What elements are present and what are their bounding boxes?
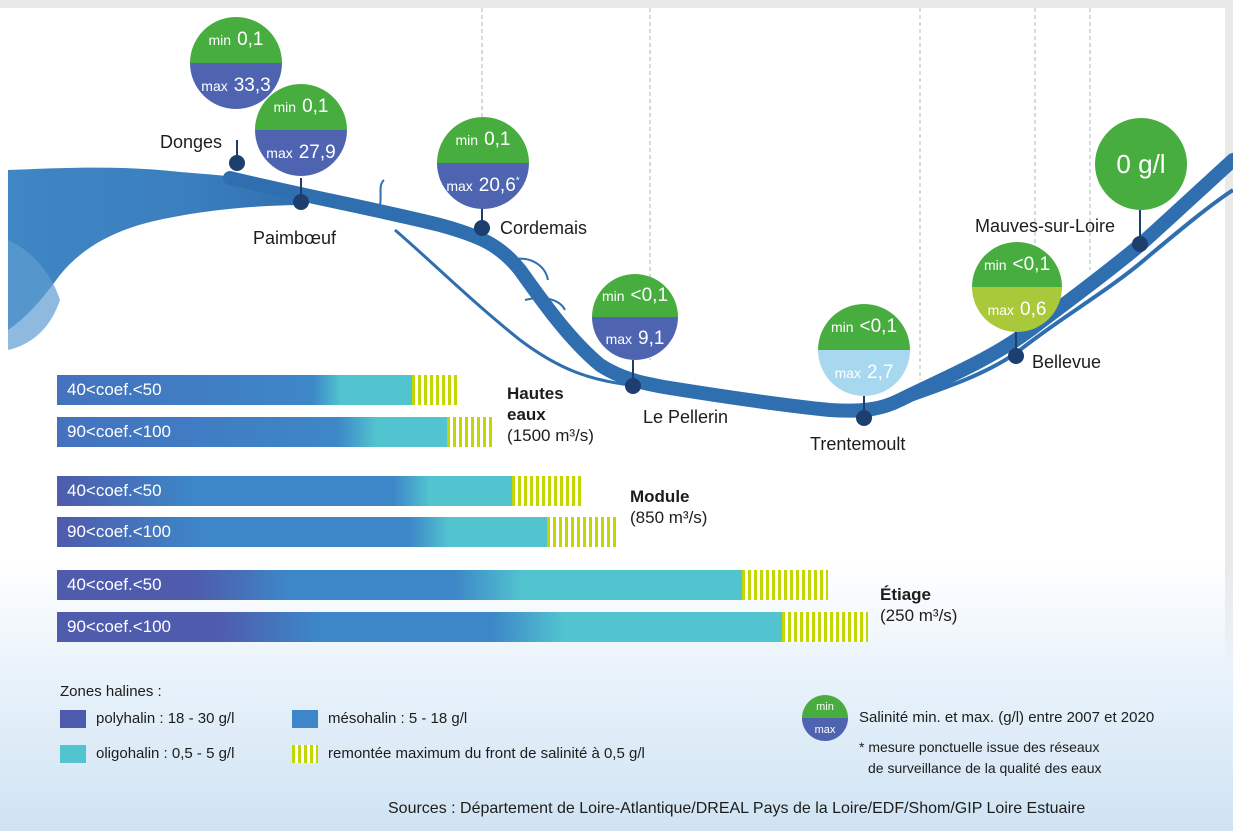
legend-badge-max: max [802,718,848,741]
bar-module-90-100: 90<coef.<100 [57,517,547,547]
bar-module-40-50: 40<coef.<50 [57,476,512,506]
max-value: 27,9 [298,142,336,163]
legend-note-line2: de surveillance de la qualité des eaux [868,760,1102,776]
swatch-front [292,745,318,763]
station-pins [229,140,1148,426]
loire-river-branch [869,188,1233,417]
min-value: <0,1 [1012,253,1051,275]
bar-hautes-eaux-40-50: 40<coef.<50 [57,375,412,405]
station-label-bellevue: Bellevue [1032,352,1102,372]
station-label-mauves: Mauves-sur-Loire [975,216,1116,236]
bar-etiage-40-50: 40<coef.<50 [57,570,742,600]
station-label-paimboeuf: Paimbœuf [253,228,337,248]
bar-module-40-50-front [512,476,582,506]
legend-badge-desc: Salinité min. et max. (g/l) entre 2007 e… [859,709,1155,726]
loire-river [223,153,1233,418]
le-pellerin-salinity-badge: min <0,1 max 9,1 [592,274,678,360]
swatch-mesohalin [292,710,318,728]
min-value: <0,1 [630,284,669,306]
min-value: 0,1 [237,29,264,50]
legend-note-line1: * mesure ponctuelle issue des réseaux [859,739,1100,755]
swatch-oligohalin [60,745,86,763]
group-title: Étiage [880,585,932,604]
max-value: 2,7 [867,362,894,383]
max-value: 20,6 [478,175,516,196]
estuary-mouth [8,167,305,330]
bar-label: 90<coef.<100 [67,522,171,541]
min-value: 0,1 [302,96,329,117]
mauves-salinity-badge: 0 g/l [1095,118,1187,210]
bar-label: 40<coef.<50 [67,575,162,594]
bellevue-salinity-badge: min <0,1 max 0,6 [972,242,1062,332]
group-title: Module [630,487,690,506]
bar-label: 90<coef.<100 [67,422,171,441]
bar-etiage-40-50-front [742,570,828,600]
legend-front: remontée maximum du front de salinité à … [328,745,645,762]
sources: Sources : Département de Loire-Atlantiqu… [388,800,1086,817]
bar-label: 40<coef.<50 [67,380,162,399]
group-title-line2: eaux [507,405,546,424]
swatch-polyhalin [60,710,86,728]
estuary-lower-shore [8,240,60,350]
station-label-cordemais: Cordemais [500,218,588,238]
min-label: min [208,32,232,48]
max-footnote-marker: * [515,175,520,187]
top-frame [0,0,1233,8]
paimboeuf-salinity-badge: min 0,1 max 27,9 [255,84,347,176]
max-label: max [987,301,1015,318]
legend-badge-min: min [802,695,848,718]
bar-hautes-eaux-90-100-front [447,417,494,447]
min-label: min [273,99,297,115]
min-label: min [983,256,1007,273]
bar-hautes-eaux-90-100: 90<coef.<100 [57,417,447,447]
min-label: min [455,132,479,148]
tributaries [379,179,566,311]
station-label-donges: Donges [160,132,223,152]
max-label: max [266,145,293,161]
max-value: 9,1 [638,327,665,349]
value: 0 g/l [1116,148,1166,179]
legend-polyhalin: polyhalin : 18 - 30 g/l [96,710,235,727]
trentemoult-salinity-badge: min <0,1 max 2,7 [818,304,910,396]
legend-mesohalin: mésohalin : 5 - 18 g/l [328,710,468,727]
group-etiage: Étiage (250 m³/s) [880,584,957,626]
legend-badge: min max [802,695,848,741]
bar-etiage-90-100: 90<coef.<100 [57,612,782,642]
loire-channel [394,228,631,387]
bar-label: 90<coef.<100 [67,617,171,636]
background-gradient [0,560,1233,831]
min-label: min [601,287,625,304]
max-value: 33,3 [233,75,271,96]
cordemais-salinity-badge: min 0,1 max 20,6* [437,117,529,209]
max-label: max [446,178,473,194]
group-flow: (850 m³/s) [630,508,708,527]
min-label: min [830,319,854,335]
max-label: max [834,365,862,381]
donges-salinity-badge: min 0,1 max 33,3 [190,17,282,109]
group-flow: (1500 m³/s) [507,426,594,445]
legend-title: Zones halines : [60,683,162,700]
max-value: 0,6 [1020,298,1047,320]
bar-hautes-eaux-40-50-front [412,375,459,405]
station-label-le-pellerin: Le Pellerin [643,407,729,427]
guide-lines [481,8,1091,380]
max-label: max [605,330,633,347]
bar-module-90-100-front [547,517,617,547]
group-hautes-eaux: Hautes eaux (1500 m³/s) [507,383,594,446]
station-label-trentemoult: Trentemoult [810,434,906,454]
group-module: Module (850 m³/s) [630,486,707,528]
bar-label: 40<coef.<50 [67,481,162,500]
min-value: <0,1 [859,316,898,337]
legend-oligohalin: oligohalin : 0,5 - 5 g/l [96,745,235,762]
max-label: max [201,78,228,94]
bar-etiage-90-100-front [782,612,868,642]
min-value: 0,1 [484,129,511,150]
right-frame [1225,0,1233,831]
group-title-line1: Hautes [507,384,564,403]
group-flow: (250 m³/s) [880,606,958,625]
